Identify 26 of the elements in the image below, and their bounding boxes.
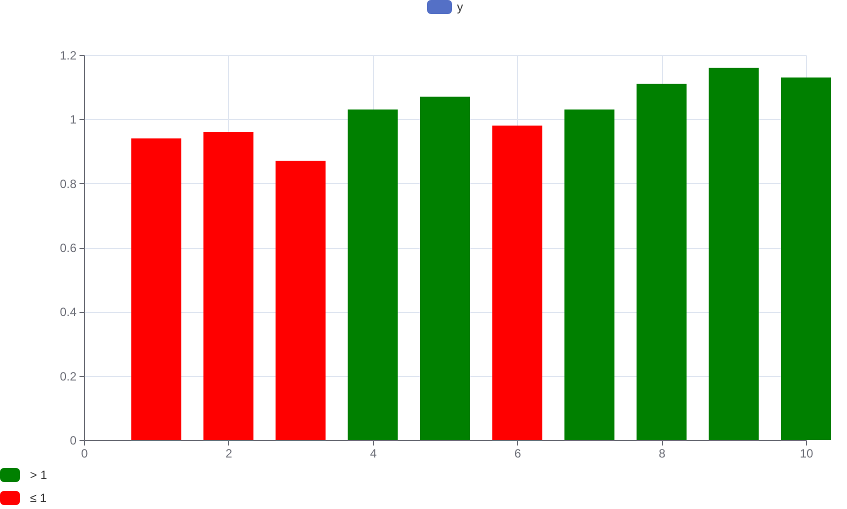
- x-tick-label: 4: [370, 446, 377, 460]
- x-tick-label: 10: [800, 446, 814, 460]
- text: y: [457, 0, 463, 14]
- text: > 1: [30, 468, 48, 482]
- bar: [348, 110, 398, 440]
- bar: [636, 84, 687, 440]
- bar: [564, 110, 614, 440]
- y-tick-label: 0.2: [60, 369, 77, 384]
- y-tick-label: 1: [70, 112, 77, 127]
- bar: [708, 68, 759, 440]
- bar: [492, 126, 542, 440]
- y-tick-label: 0: [70, 434, 77, 448]
- bar: [203, 132, 254, 440]
- y-tick-label: 1.2: [60, 48, 77, 62]
- x-tick-label: 2: [226, 446, 233, 460]
- x-tick-label: 8: [658, 446, 666, 460]
- y-tick-label: 0.4: [60, 305, 77, 320]
- text: ≤ 1: [30, 491, 47, 505]
- x-tick-label: 0: [81, 446, 88, 460]
- bar: [420, 96, 470, 440]
- y-tick-label: 0.6: [60, 241, 77, 255]
- bar: [781, 77, 831, 440]
- bar: [131, 138, 182, 440]
- y-tick-label: 0.8: [60, 176, 77, 191]
- bar: [276, 160, 326, 440]
- x-tick-label: 6: [514, 446, 522, 460]
